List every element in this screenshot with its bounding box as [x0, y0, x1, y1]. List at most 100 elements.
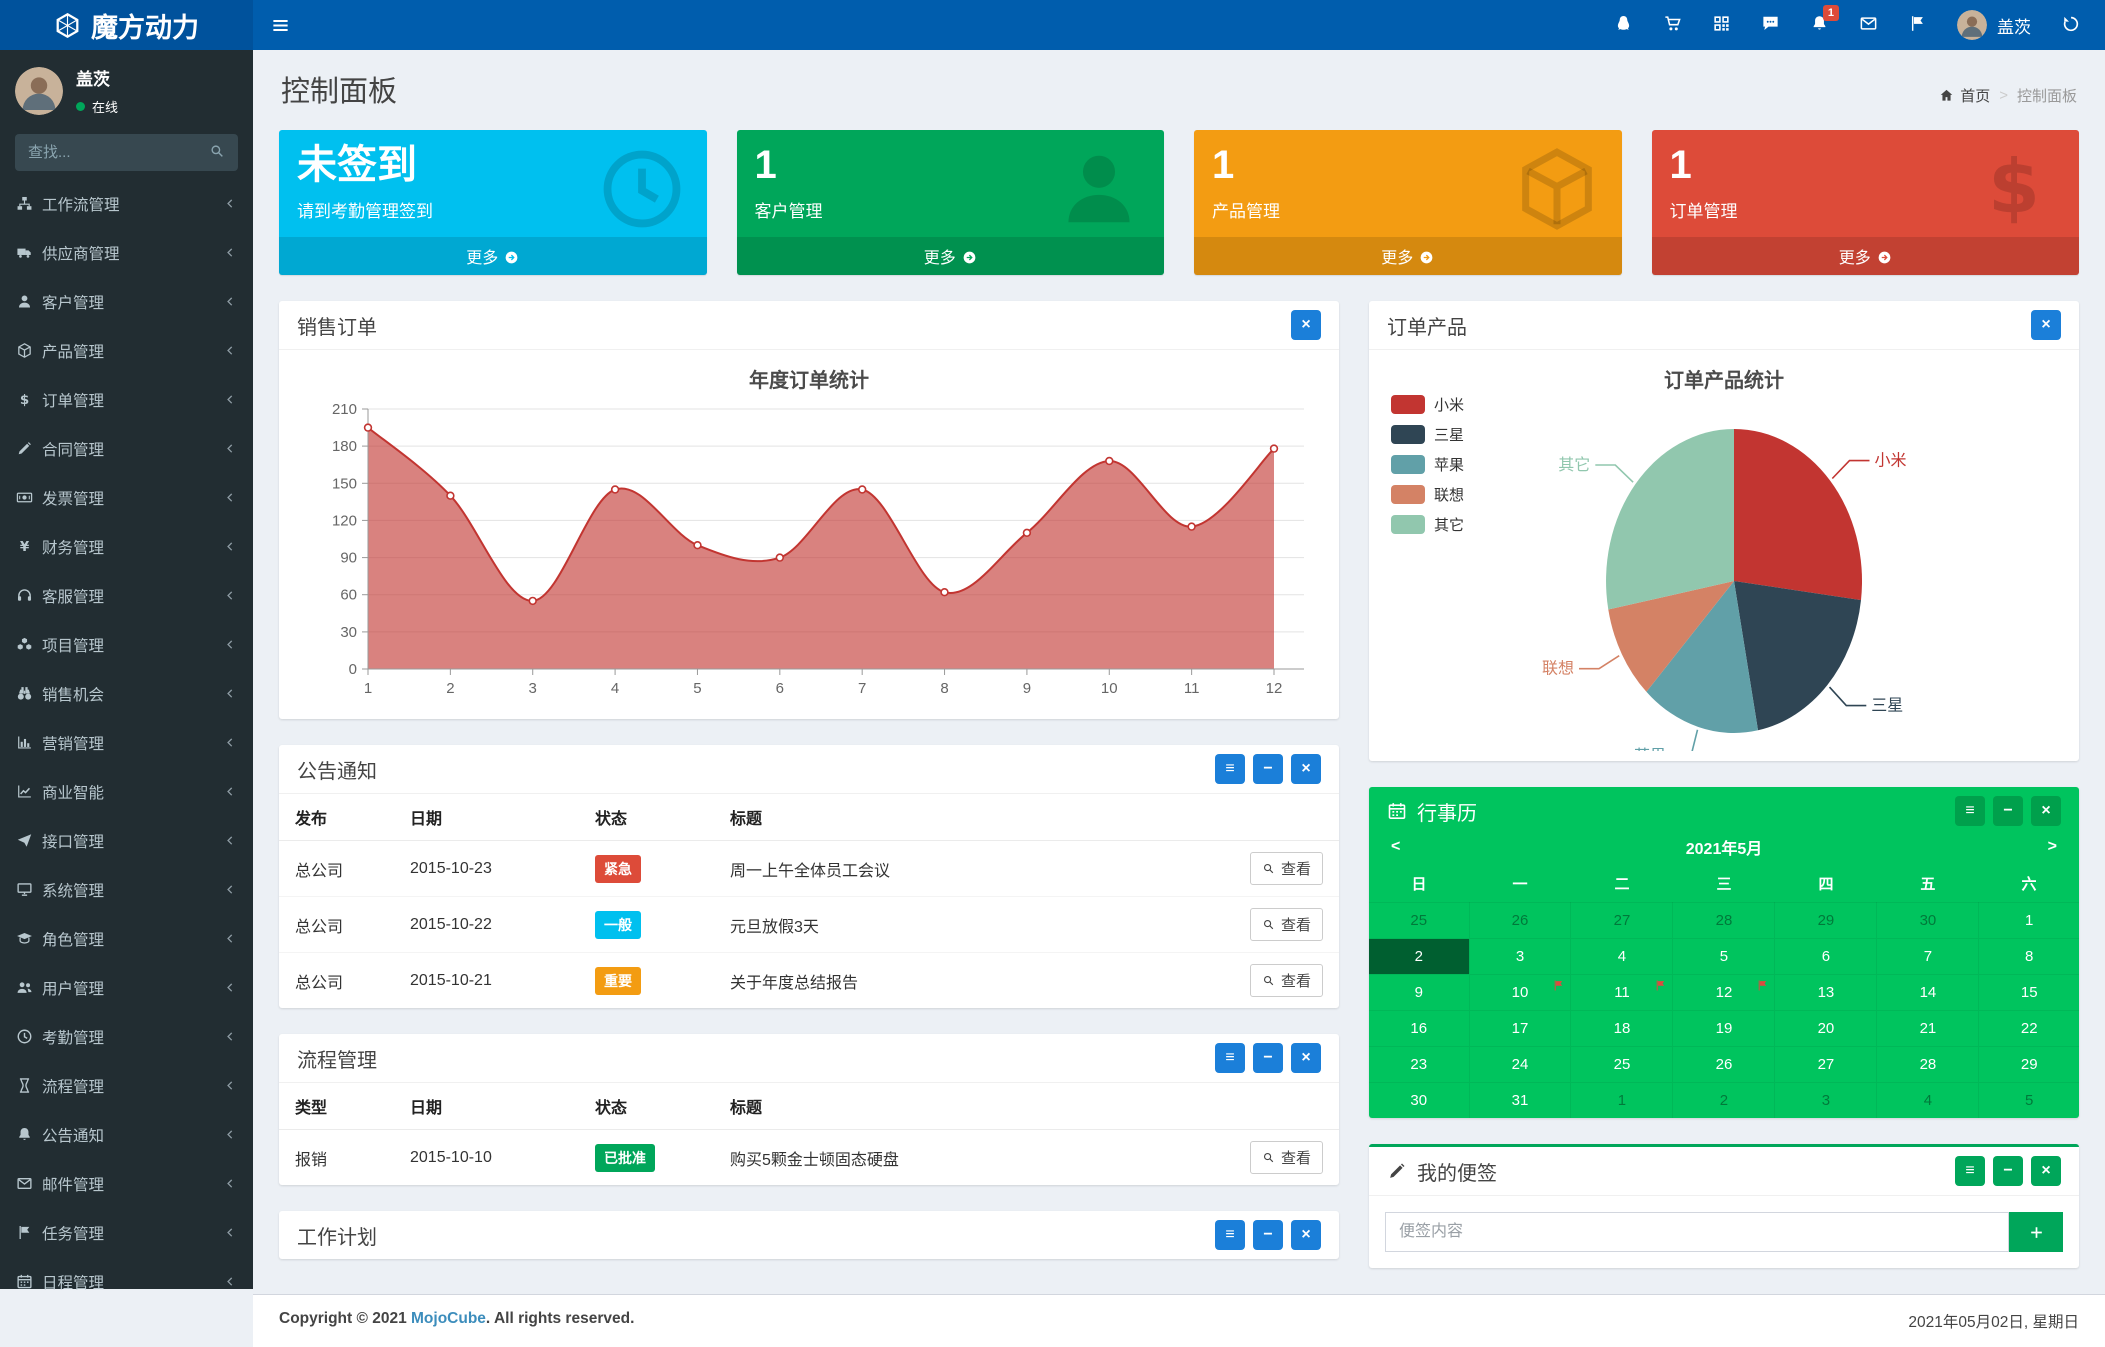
calendar-day-cell[interactable]: 28 [1877, 1047, 1979, 1083]
more-link[interactable]: 更多 [737, 237, 1165, 275]
sidebar-item-bar-chart[interactable]: 营销管理 [0, 718, 253, 767]
more-link[interactable]: 更多 [1194, 237, 1622, 275]
calendar-day-cell[interactable]: 14 [1877, 975, 1979, 1011]
avatar[interactable] [15, 67, 63, 115]
calendar-day-cell[interactable]: 30 [1369, 1083, 1469, 1119]
calendar-day-cell[interactable]: 1 [1571, 1083, 1673, 1119]
calendar-day-cell[interactable]: 19 [1673, 1011, 1775, 1047]
panel-close-button[interactable]: × [1291, 754, 1321, 784]
mojocube-link[interactable]: MojoCube [411, 1310, 486, 1327]
view-button[interactable]: 查看 [1250, 852, 1323, 885]
calendar-day-cell[interactable]: 29 [1775, 903, 1877, 939]
calendar-day-cell[interactable]: 31 [1469, 1083, 1571, 1119]
navbar-envelope-icon-button[interactable] [1844, 0, 1893, 50]
breadcrumb-home-link[interactable]: 首页 [1939, 85, 1990, 106]
sidebar-item-headphones[interactable]: 客服管理 [0, 571, 253, 620]
calendar-day-cell[interactable]: 4 [1571, 939, 1673, 975]
navbar-qq-icon-button[interactable] [1599, 0, 1648, 50]
more-link[interactable]: 更多 [1652, 237, 2080, 275]
panel-collapse-button[interactable]: − [1993, 1156, 2023, 1186]
calendar-day-cell[interactable]: 26 [1673, 1047, 1775, 1083]
calendar-day-cell[interactable]: 5 [1979, 1083, 2079, 1119]
sidebar-item-money[interactable]: 发票管理 [0, 473, 253, 522]
calendar-day-cell[interactable]: 21 [1877, 1011, 1979, 1047]
panel-collapse-button[interactable]: − [1253, 754, 1283, 784]
panel-close-button[interactable]: × [2031, 796, 2061, 826]
calendar-day-cell[interactable]: 27 [1775, 1047, 1877, 1083]
sidebar-item-paper-plane[interactable]: 接口管理 [0, 816, 253, 865]
panel-collapse-button[interactable]: − [1253, 1043, 1283, 1073]
sidebar-item-line-chart[interactable]: 商业智能 [0, 767, 253, 816]
calendar-day-cell[interactable]: 16 [1369, 1011, 1469, 1047]
add-note-button[interactable] [2009, 1212, 2063, 1252]
navbar-cart-icon-button[interactable] [1648, 0, 1697, 50]
calendar-day-cell[interactable]: 3 [1775, 1083, 1877, 1119]
panel-menu-button[interactable]: ≡ [1955, 796, 1985, 826]
sidebar-item-cubes[interactable]: 项目管理 [0, 620, 253, 669]
sidebar-item-flag[interactable]: 任务管理 [0, 1208, 253, 1257]
calendar-day-cell[interactable]: 4 [1877, 1083, 1979, 1119]
panel-menu-button[interactable]: ≡ [1215, 754, 1245, 784]
view-button[interactable]: 查看 [1250, 964, 1323, 997]
navbar-user-menu[interactable]: 盖茨 [1942, 0, 2046, 50]
sidebar-item-graduation-cap[interactable]: 角色管理 [0, 914, 253, 963]
sidebar-item-binoculars[interactable]: 销售机会 [0, 669, 253, 718]
calendar-day-cell[interactable]: 23 [1369, 1047, 1469, 1083]
calendar-day-cell[interactable]: 7 [1877, 939, 1979, 975]
panel-close-button[interactable]: × [1291, 1220, 1321, 1250]
calendar-day-cell[interactable]: 1 [1979, 903, 2079, 939]
calendar-day-cell[interactable]: 20 [1775, 1011, 1877, 1047]
navbar-bell-icon-button[interactable]: 1 [1795, 0, 1844, 50]
sidebar-user-status[interactable]: 在线 [76, 97, 118, 116]
sidebar-item-cube[interactable]: 产品管理 [0, 326, 253, 375]
calendar-day-cell[interactable]: 2 [1673, 1083, 1775, 1119]
calendar-day-cell[interactable]: 6 [1775, 939, 1877, 975]
sidebar-item-clock[interactable]: 考勤管理 [0, 1012, 253, 1061]
calendar-day-cell[interactable]: 5 [1673, 939, 1775, 975]
navbar-flag-icon-button[interactable] [1893, 0, 1942, 50]
panel-menu-button[interactable]: ≡ [1955, 1156, 1985, 1186]
sidebar-toggle-button[interactable] [253, 0, 308, 50]
sidebar-item-pencil[interactable]: 合同管理 [0, 424, 253, 473]
panel-close-button[interactable]: × [2031, 1156, 2061, 1186]
calendar-day-cell[interactable]: 27 [1571, 903, 1673, 939]
brand-logo[interactable]: 魔方动力 [0, 0, 253, 50]
calendar-day-cell[interactable]: 24 [1469, 1047, 1571, 1083]
legend-item[interactable]: 三星 [1391, 424, 1464, 445]
legend-item[interactable]: 其它 [1391, 514, 1464, 535]
navbar-comment-icon-button[interactable] [1746, 0, 1795, 50]
sidebar-item-desktop[interactable]: 系统管理 [0, 865, 253, 914]
sidebar-item-envelope[interactable]: 邮件管理 [0, 1159, 253, 1208]
calendar-day-cell[interactable]: 18 [1571, 1011, 1673, 1047]
more-link[interactable]: 更多 [279, 237, 707, 275]
sidebar-item-users[interactable]: 用户管理 [0, 963, 253, 1012]
panel-menu-button[interactable]: ≡ [1215, 1220, 1245, 1250]
calendar-day-cell[interactable]: 28 [1673, 903, 1775, 939]
panel-menu-button[interactable]: ≡ [1215, 1043, 1245, 1073]
legend-item[interactable]: 小米 [1391, 394, 1464, 415]
sidebar-item-sitemap[interactable]: 工作流管理 [0, 179, 253, 228]
sidebar-item-user[interactable]: 客户管理 [0, 277, 253, 326]
search-input[interactable] [15, 134, 196, 171]
sidebar-item-hourglass[interactable]: 流程管理 [0, 1061, 253, 1110]
calendar-day-cell[interactable]: 12 [1673, 975, 1775, 1011]
legend-item[interactable]: 联想 [1391, 484, 1464, 505]
calendar-day-cell[interactable]: 26 [1469, 903, 1571, 939]
sidebar-item-yen[interactable]: ¥财务管理 [0, 522, 253, 571]
view-button[interactable]: 查看 [1250, 908, 1323, 941]
sidebar-item-bell[interactable]: 公告通知 [0, 1110, 253, 1159]
calendar-day-cell[interactable]: 10 [1469, 975, 1571, 1011]
panel-close-button[interactable]: × [1291, 1043, 1321, 1073]
panel-close-button[interactable]: × [2031, 310, 2061, 340]
legend-item[interactable]: 苹果 [1391, 454, 1464, 475]
calendar-day-cell[interactable]: 30 [1877, 903, 1979, 939]
calendar-day-cell[interactable]: 3 [1469, 939, 1571, 975]
calendar-day-cell[interactable]: 2 [1369, 939, 1469, 975]
panel-collapse-button[interactable]: − [1993, 796, 2023, 826]
calendar-day-cell[interactable]: 13 [1775, 975, 1877, 1011]
calendar-day-cell[interactable]: 11 [1571, 975, 1673, 1011]
calendar-day-cell[interactable]: 8 [1979, 939, 2079, 975]
calendar-day-cell[interactable]: 29 [1979, 1047, 2079, 1083]
view-button[interactable]: 查看 [1250, 1141, 1323, 1174]
calendar-day-cell[interactable]: 9 [1369, 975, 1469, 1011]
